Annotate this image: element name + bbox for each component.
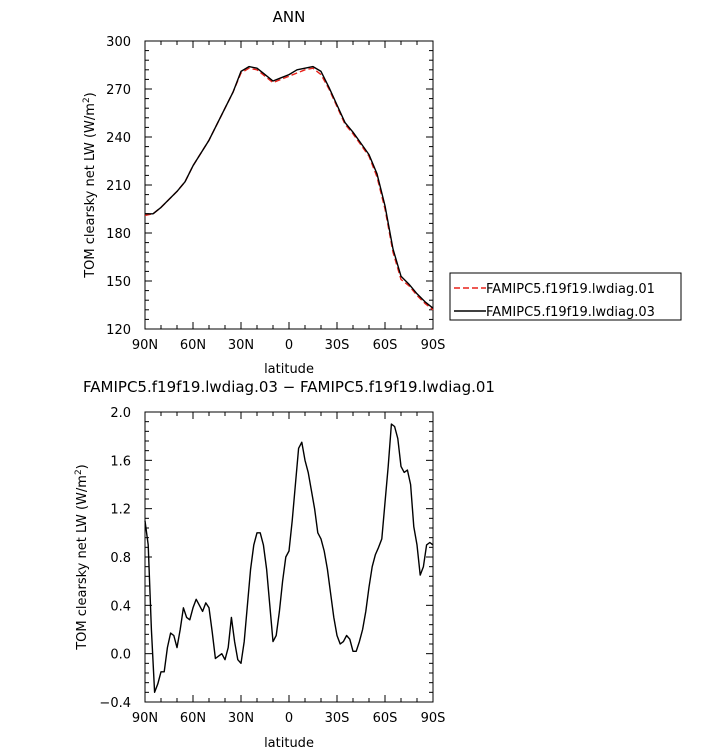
bottom-chart-title: FAMIPC5.f19f19.lwdiag.03 − FAMIPC5.f19f1… bbox=[83, 378, 495, 396]
x-tick-label: 60N bbox=[180, 711, 206, 726]
x-tick-label: 60N bbox=[180, 338, 206, 353]
y-tick-label: 0.8 bbox=[110, 551, 131, 566]
x-tick-label: 30S bbox=[325, 338, 350, 353]
top-chart-frame bbox=[144, 40, 434, 330]
legend-label-01: FAMIPC5.f19f19.lwdiag.01 bbox=[486, 282, 655, 297]
x-tick-label: 30S bbox=[325, 711, 350, 726]
y-tick-label: 0.4 bbox=[110, 599, 131, 614]
y-tick-label: 180 bbox=[106, 227, 131, 242]
bottom-chart-frame bbox=[144, 411, 434, 703]
x-tick-label: 30N bbox=[228, 338, 254, 353]
series-line-0-1 bbox=[145, 65, 434, 309]
bottom-chart-axes: 90N 60N 30N 0 30S 60S 90S −0.4 0.0 0.4 0.8 1.2 1.6 2.… bbox=[99, 406, 445, 726]
y-tick-label: 1.2 bbox=[110, 503, 131, 518]
y-tick-label: 270 bbox=[106, 83, 131, 98]
series-line-0-0 bbox=[144, 67, 434, 311]
y-tick-label: 0.0 bbox=[110, 648, 131, 663]
x-tick-label: 90S bbox=[421, 711, 446, 726]
x-tick-label: 60S bbox=[373, 711, 398, 726]
x-tick-label: 90S bbox=[421, 338, 446, 353]
series-line-1-0 bbox=[144, 423, 434, 693]
legend-label-03: FAMIPC5.f19f19.lwdiag.03 bbox=[486, 305, 655, 320]
x-tick-label: 60S bbox=[373, 338, 398, 353]
legend-box bbox=[449, 272, 682, 321]
y-tick-label: 2.0 bbox=[110, 406, 131, 421]
bottom-chart-series bbox=[144, 423, 434, 693]
top-chart-xlabel: latitude bbox=[264, 362, 314, 377]
bottom-chart: FAMIPC5.f19f19.lwdiag.03 − FAMIPC5.f19f1… bbox=[74, 378, 495, 751]
x-tick-label: 90N bbox=[132, 711, 158, 726]
x-tick-label: 90N bbox=[132, 338, 158, 353]
y-tick-label: 240 bbox=[106, 131, 131, 146]
top-chart-series bbox=[144, 65, 434, 311]
y-tick-label: 300 bbox=[106, 35, 131, 50]
top-chart-ylabel: TOM clearsky net LW (W/m2) bbox=[82, 92, 98, 279]
top-chart: ANN 90N 60N 30N 0 30S 60S 90S 120 150 180 210 240 27… bbox=[82, 8, 682, 377]
y-tick-label: 1.6 bbox=[110, 454, 131, 469]
top-chart-axes: 90N 60N 30N 0 30S 60S 90S 120 150 180 210 240 270 300 bbox=[106, 35, 445, 353]
y-tick-label: 210 bbox=[106, 179, 131, 194]
top-chart-legend: FAMIPC5.f19f19.lwdiag.01 FAMIPC5.f19f19.… bbox=[449, 272, 682, 321]
x-tick-label: 30N bbox=[228, 711, 254, 726]
y-tick-label: −0.4 bbox=[99, 696, 131, 711]
bottom-chart-xlabel: latitude bbox=[264, 736, 314, 751]
y-tick-label: 120 bbox=[106, 323, 131, 338]
y-tick-label: 150 bbox=[106, 275, 131, 290]
top-chart-title: ANN bbox=[273, 8, 306, 26]
bottom-chart-ylabel: TOM clearsky net LW (W/m2) bbox=[74, 464, 90, 651]
x-tick-label: 0 bbox=[285, 711, 293, 726]
x-tick-label: 0 bbox=[285, 338, 293, 353]
